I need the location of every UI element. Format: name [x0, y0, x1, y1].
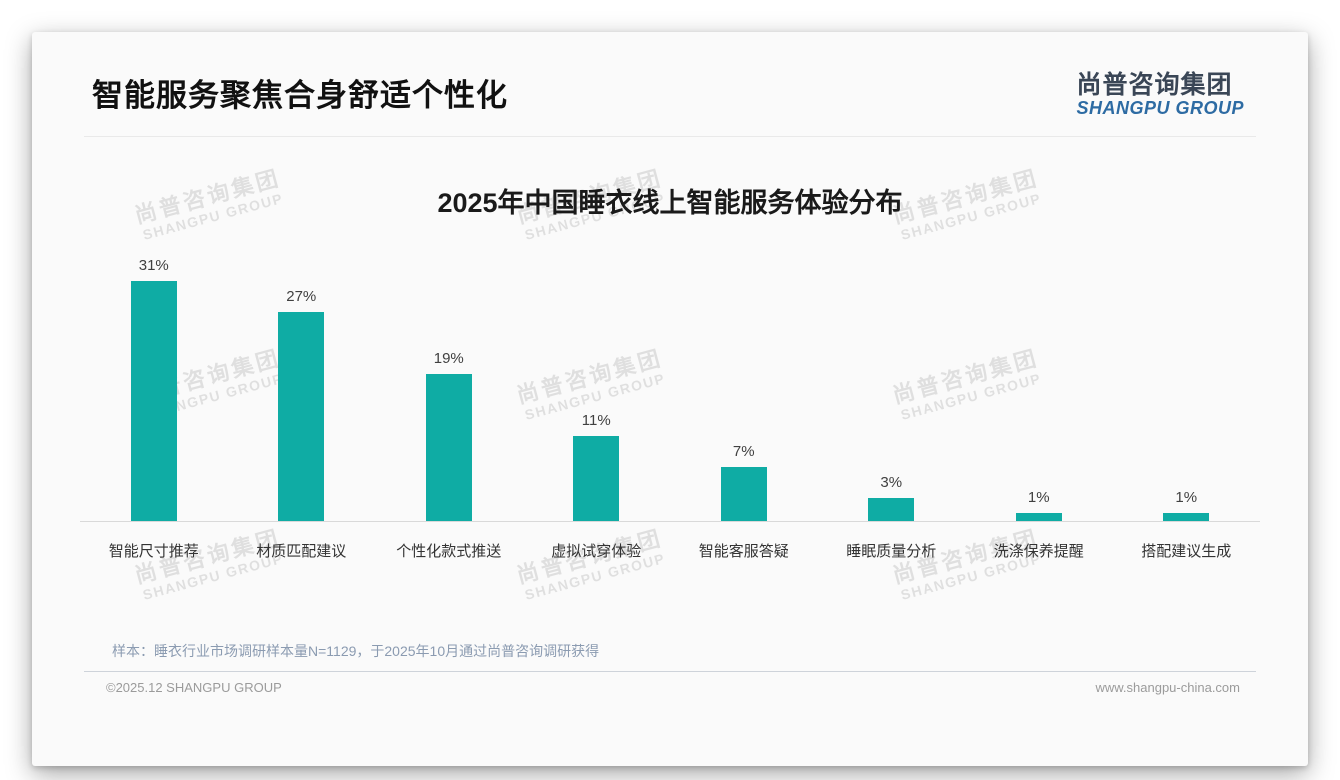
bar-column: 7%	[670, 443, 818, 521]
slide-header: 智能服务聚焦合身舒适个性化 尚普咨询集团 SHANGPU GROUP	[32, 32, 1308, 120]
bar-value-label: 31%	[138, 256, 169, 274]
bar-column: 1%	[965, 489, 1113, 521]
bar-column: 19%	[375, 350, 523, 521]
copyright-text: ©2025.12 SHANGPU GROUP	[106, 679, 282, 695]
bar-column: 31%	[80, 257, 228, 521]
logo-english-text: SHANGPU GROUP	[1076, 98, 1244, 119]
bar-value-label: 3%	[880, 473, 903, 491]
bar-chart-plot: 31% 27% 19% 11% 7% 3% 1% 1%	[80, 220, 1260, 522]
logo-chinese-text: 尚普咨询集团	[1076, 71, 1233, 99]
bar-value-label: 1%	[1175, 488, 1198, 506]
bar-value-label: 19%	[433, 349, 464, 367]
category-label: 搭配建议生成	[1141, 542, 1232, 560]
slide-card: 尚普咨询集团 SHANGPU GROUP 尚普咨询集团 SHANGPU GROUP 尚普…	[32, 32, 1308, 766]
bar	[278, 311, 325, 521]
bar	[130, 280, 177, 521]
category-label: 材质匹配建议	[256, 542, 347, 560]
bar-value-label: 11%	[581, 411, 611, 429]
bar-value-label: 27%	[286, 287, 317, 305]
sample-footnote: 样本：睡衣行业市场调研样本量N=1129，于2025年10月通过尚普咨询调研获得	[112, 642, 600, 659]
bar-column: 27%	[228, 288, 376, 521]
bar	[720, 466, 767, 521]
category-label: 睡眠质量分析	[846, 542, 937, 560]
category-label: 洗涤保养提醒	[993, 542, 1084, 560]
bar	[868, 497, 915, 521]
category-axis: 智能尺寸推荐 材质匹配建议 个性化款式推送 虚拟试穿体验 智能客服答疑 睡眠质量分析 洗涤保…	[80, 522, 1260, 561]
bar-value-label: 7%	[732, 442, 755, 460]
bar	[573, 435, 620, 521]
chart-title: 2025年中国睡衣线上智能服务体验分布	[437, 187, 903, 218]
category-label: 个性化款式推送	[396, 542, 502, 560]
header-divider	[84, 135, 1256, 137]
bar-column: 11%	[523, 412, 671, 521]
page-title: 智能服务聚焦合身舒适个性化	[92, 78, 508, 113]
slide-footer: ©2025.12 SHANGPU GROUP www.shangpu-china…	[32, 672, 1308, 695]
bar-column: 3%	[818, 474, 966, 521]
website-url: www.shangpu-china.com	[1095, 679, 1240, 695]
company-logo: 尚普咨询集团 SHANGPU GROUP	[1076, 72, 1244, 120]
category-label: 虚拟试穿体验	[551, 542, 642, 560]
footer-divider	[84, 670, 1256, 672]
bar	[1163, 512, 1210, 521]
category-label: 智能客服答疑	[698, 542, 789, 560]
bar	[425, 373, 472, 521]
category-label: 智能尺寸推荐	[108, 542, 199, 560]
bar	[1015, 512, 1062, 521]
bar-column: 1%	[1113, 489, 1261, 521]
bar-value-label: 1%	[1027, 488, 1050, 506]
